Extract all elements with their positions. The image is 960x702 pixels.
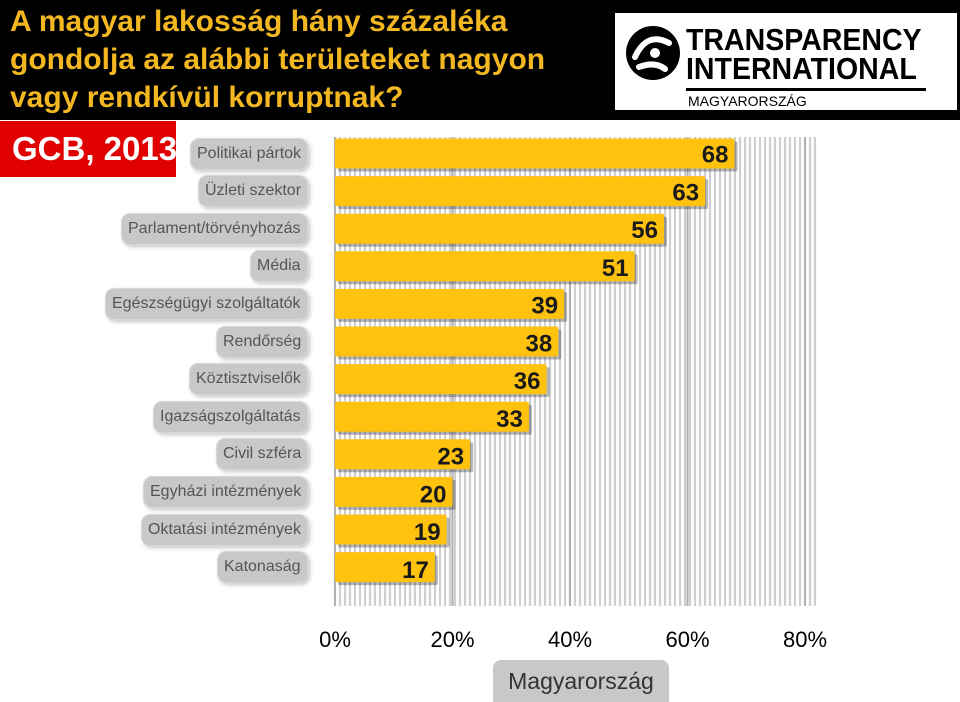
bar — [335, 364, 547, 395]
x-tick-labels: 0% 20% 40% 60% 80% — [319, 627, 827, 652]
bars — [335, 138, 738, 586]
survey-badge: GCB, 2013 — [0, 121, 178, 177]
value-label: 36 — [514, 368, 541, 395]
value-label: 20 — [420, 481, 447, 508]
category-label: Rendőrség — [216, 325, 309, 358]
chart-title: A magyar lakosság hány százaléka gondolj… — [10, 5, 546, 114]
bar — [335, 552, 435, 583]
x-tick-label: 40% — [548, 627, 592, 652]
category-label: Köztisztviselők — [189, 363, 308, 396]
value-label: 33 — [496, 406, 523, 433]
category-label: Parlament/törvényhozás — [121, 212, 308, 245]
header-bar: A magyar lakosság hány százaléka gondolj… — [0, 0, 960, 120]
value-label: 68 — [702, 142, 729, 169]
category-label: Egyházi intézmények — [143, 475, 309, 508]
bar — [335, 251, 635, 282]
value-label: 19 — [414, 519, 441, 546]
bar — [335, 213, 664, 244]
bar — [335, 439, 471, 470]
category-label: Civil szféra — [216, 438, 309, 471]
survey-badge-label: GCB, 2013 — [12, 130, 178, 167]
category-label: Média — [250, 250, 308, 283]
transparency-international-logo: TRANSPARENCY INTERNATIONAL MAGYARORSZÁG — [615, 13, 957, 110]
category-label: Politikai pártok — [190, 137, 309, 170]
category-label: Üzleti szektor — [198, 175, 309, 208]
category-label: Igazságszolgáltatás — [153, 400, 308, 433]
bar — [335, 176, 706, 207]
logo-line-2: INTERNATIONAL — [686, 51, 917, 86]
bar — [335, 138, 735, 169]
bar — [335, 401, 529, 432]
logo-divider — [686, 88, 926, 91]
value-label: 56 — [631, 217, 658, 244]
category-label: Katonaság — [217, 551, 308, 584]
value-label: 38 — [526, 330, 553, 357]
logo-line-1: TRANSPARENCY — [686, 22, 922, 57]
bar — [335, 514, 447, 545]
ti-emblem-icon — [626, 26, 680, 80]
value-label: 63 — [672, 179, 699, 206]
logo-subtitle: MAGYARORSZÁG — [688, 93, 807, 109]
bar — [335, 476, 453, 507]
x-tick-label: 20% — [430, 627, 474, 652]
bar — [335, 326, 559, 357]
category-label: Oktatási intézmények — [141, 513, 308, 546]
value-label: 23 — [437, 444, 464, 471]
x-tick-label: 60% — [665, 627, 709, 652]
value-label: 17 — [402, 557, 429, 584]
x-axis-label: Magyarország — [493, 660, 669, 702]
value-label: 39 — [531, 293, 558, 320]
value-label: 51 — [602, 255, 629, 282]
bar — [335, 288, 565, 319]
x-tick-label: 0% — [319, 627, 351, 652]
x-tick-label: 80% — [783, 627, 827, 652]
category-label: Egészségügyi szolgáltatók — [105, 287, 308, 320]
